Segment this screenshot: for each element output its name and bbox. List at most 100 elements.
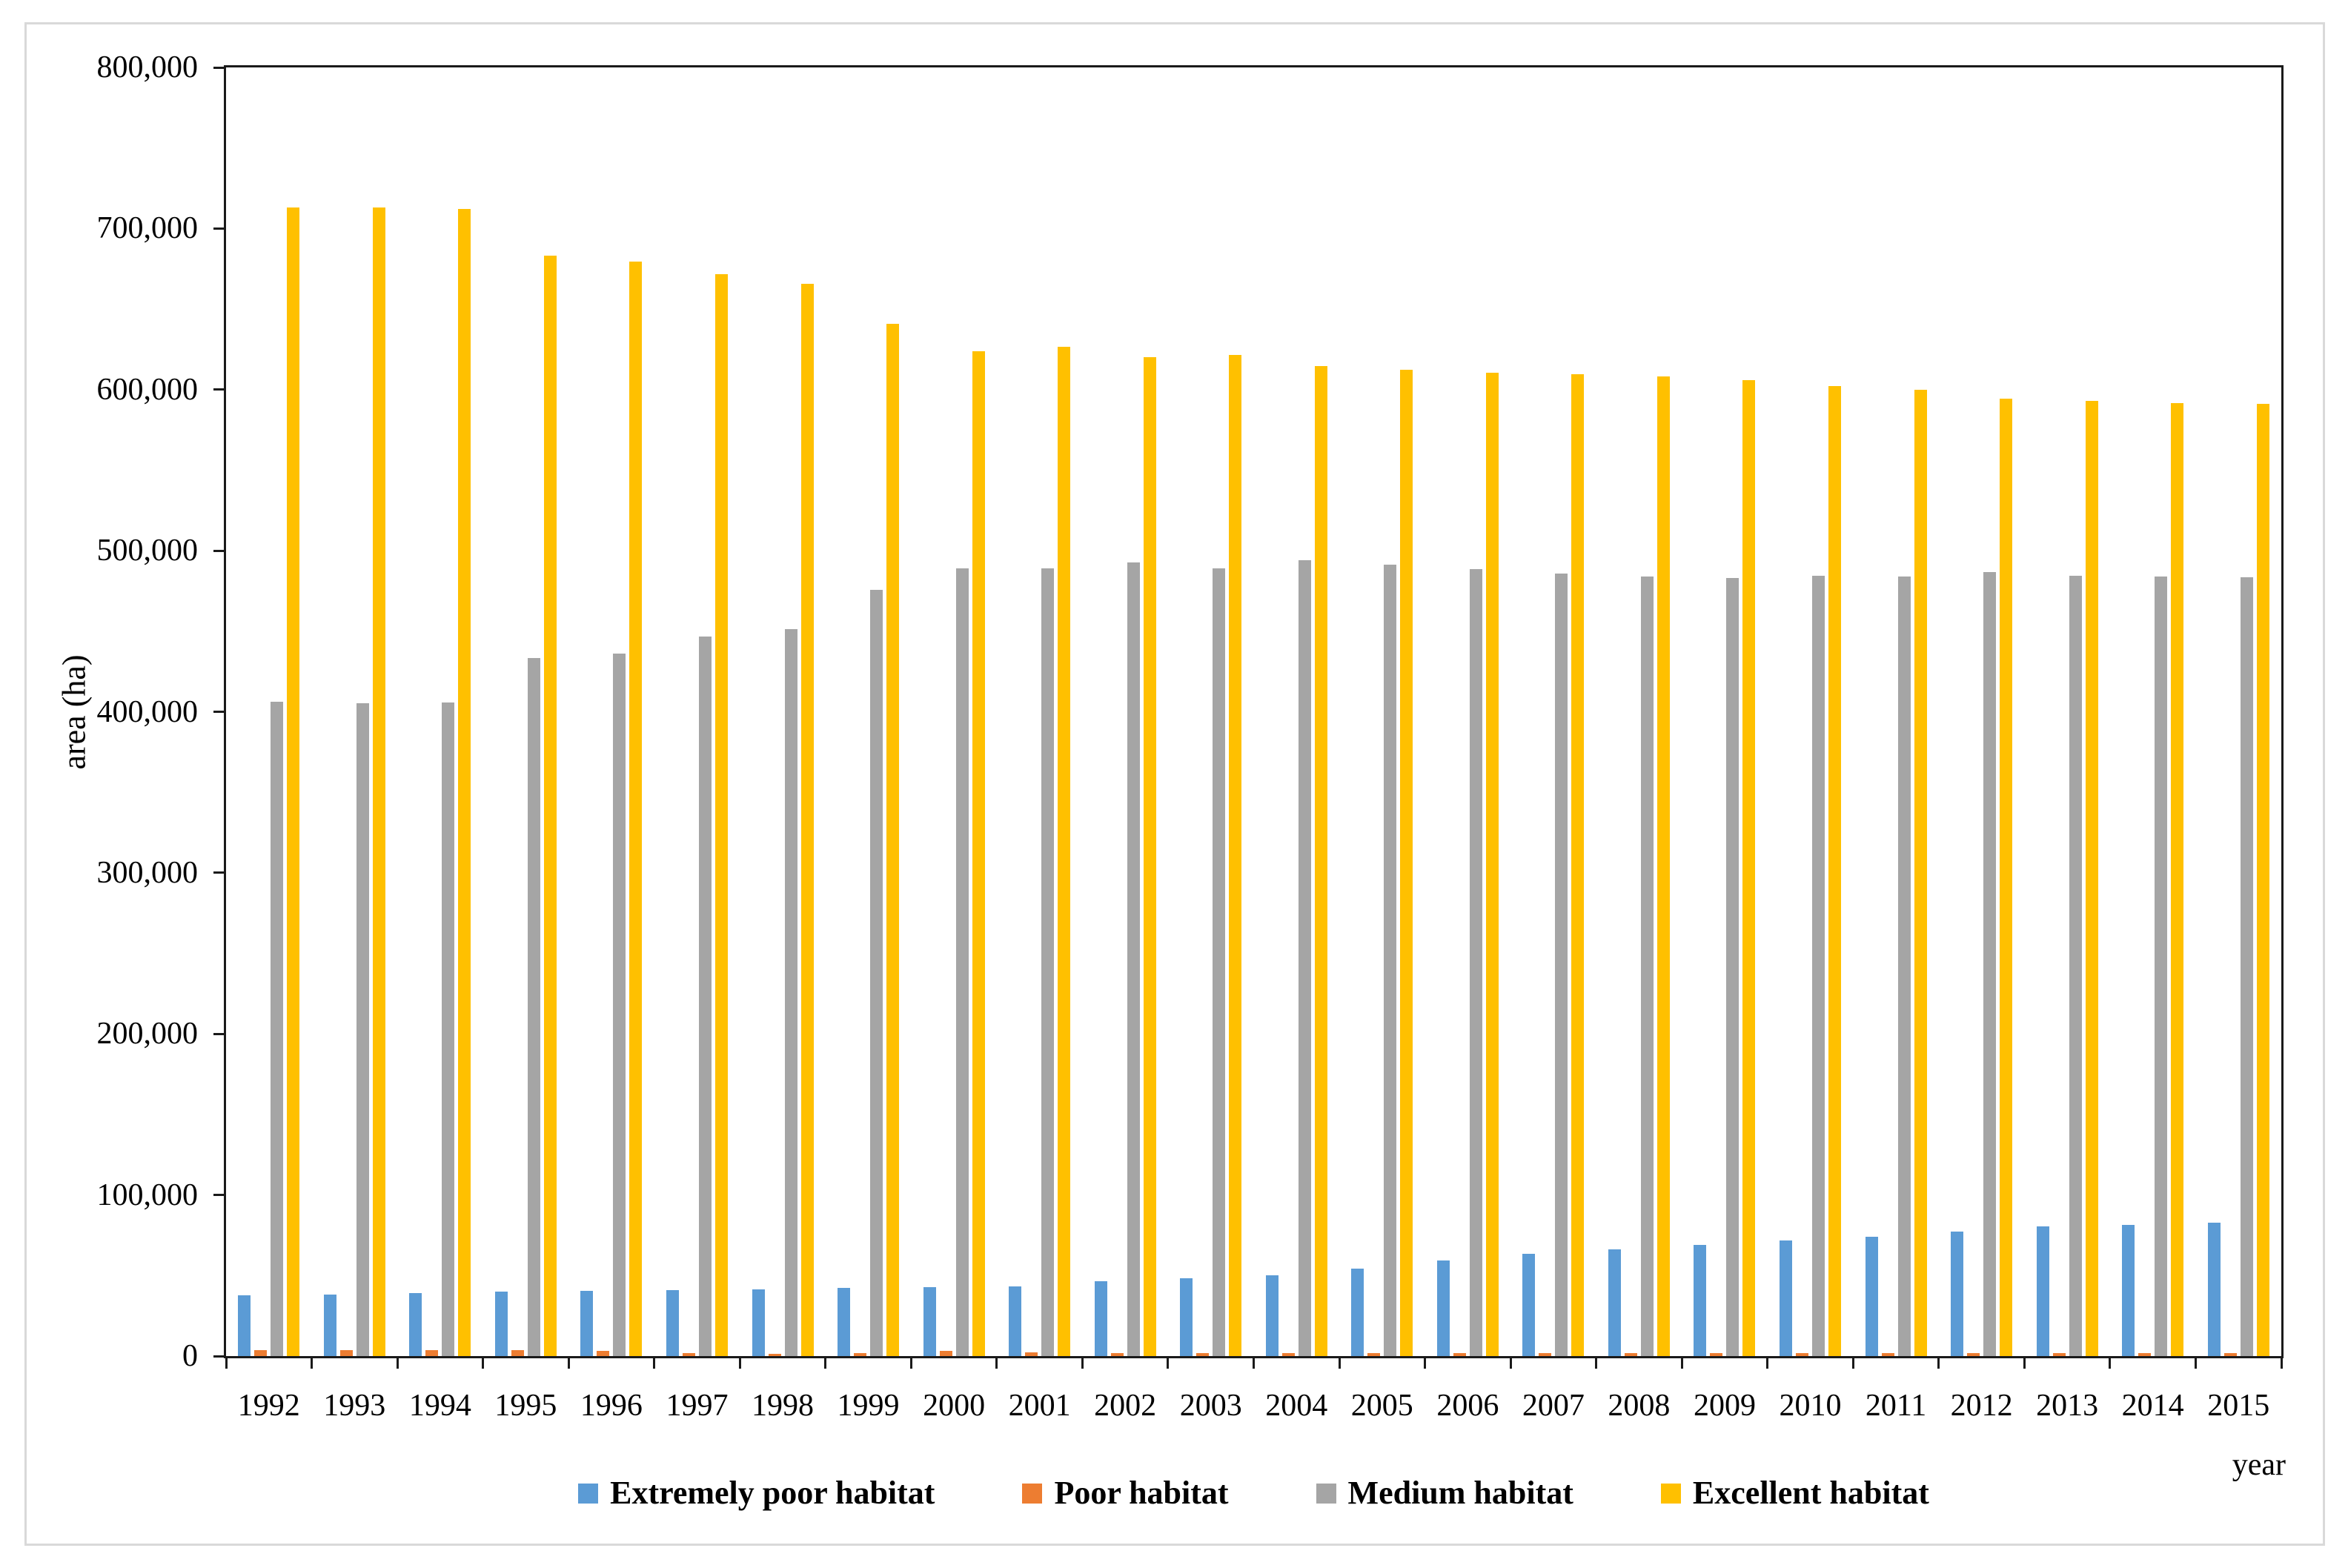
bar-excellent-habitat-2005 [1400, 369, 1413, 1356]
bar-poor-habitat-2004 [1281, 1352, 1295, 1356]
legend-swatch-medium-habitat [1316, 1483, 1336, 1504]
x-axis-tick-17 [1680, 1358, 1683, 1369]
plot-area: area (ha) year 0 100,000 200,000 300,000 400… [56, 52, 2286, 1481]
legend-swatch-extremely-poor-habitat [578, 1483, 599, 1504]
bar-poor-habitat-2007 [1539, 1353, 1552, 1356]
x-axis-label-2015: 2015 [2207, 1389, 2270, 1423]
bar-extremely-poor-habitat-2014 [2122, 1224, 2135, 1356]
bar-medium-habitat-2008 [1640, 576, 1654, 1356]
bar-medium-habitat-2015 [2240, 577, 2253, 1356]
y-axis-label-400000: 400,000 [96, 694, 199, 729]
bar-excellent-habitat-2006 [1485, 372, 1499, 1356]
y-axis-label-600000: 600,000 [96, 372, 199, 407]
x-axis-tick-9 [995, 1358, 998, 1369]
y-axis-tick-400000 [213, 711, 224, 713]
x-axis-label-1992: 1992 [237, 1389, 300, 1423]
bar-poor-habitat-2015 [2223, 1352, 2237, 1356]
bar-group-2006 [1425, 67, 1511, 1356]
x-axis-label-2009: 2009 [1693, 1389, 1756, 1423]
bar-excellent-habitat-1998 [800, 284, 814, 1356]
x-axis-label-2007: 2007 [1522, 1389, 1585, 1423]
bar-medium-habitat-1996 [613, 654, 626, 1356]
x-axis-tick-13 [1338, 1358, 1341, 1369]
legend-item-extremely-poor-habitat: Extremely poor habitat [578, 1477, 935, 1509]
x-axis-label-2008: 2008 [1608, 1389, 1671, 1423]
x-axis-tick-23 [2194, 1358, 2197, 1369]
bar-group-2004 [1254, 67, 1340, 1356]
y-axis-tick-500000 [213, 549, 224, 552]
bar-poor-habitat-1996 [597, 1350, 610, 1356]
bar-poor-habitat-2014 [2138, 1352, 2152, 1356]
bar-group-2001 [997, 67, 1083, 1356]
bar-poor-habitat-1993 [339, 1349, 353, 1356]
bar-excellent-habitat-2002 [1143, 357, 1156, 1356]
x-axis-label-2011: 2011 [1865, 1389, 1927, 1423]
x-axis-tick-2 [396, 1358, 399, 1369]
y-axis-tick-300000 [213, 871, 224, 874]
y-axis-label-0: 0 [182, 1339, 198, 1373]
bar-group-1995 [483, 67, 569, 1356]
y-axis-label-700000: 700,000 [96, 211, 199, 246]
x-axis-label-2010: 2010 [1779, 1389, 1842, 1423]
bar-poor-habitat-2011 [1881, 1353, 1894, 1356]
bar-group-2002 [1082, 67, 1168, 1356]
bar-group-2013 [2024, 67, 2110, 1356]
bar-medium-habitat-2007 [1555, 573, 1568, 1356]
bar-medium-habitat-2009 [1726, 578, 1740, 1356]
figure-frame: area (ha) year 0 100,000 200,000 300,000 400… [24, 22, 2325, 1546]
bar-group-2014 [2110, 67, 2196, 1356]
bar-excellent-habitat-2009 [1742, 379, 1756, 1356]
legend-item-medium-habitat: Medium habitat [1316, 1477, 1573, 1509]
bar-extremely-poor-habitat-2010 [1780, 1240, 1793, 1356]
x-axis-label-1993: 1993 [323, 1389, 386, 1423]
bar-poor-habitat-1999 [854, 1352, 867, 1356]
bar-poor-habitat-2013 [2052, 1352, 2066, 1356]
bar-extremely-poor-habitat-2005 [1351, 1268, 1364, 1356]
x-axis-tick-19 [1851, 1358, 1854, 1369]
x-axis-tick-3 [482, 1358, 485, 1369]
x-axis-tick-8 [909, 1358, 912, 1369]
bar-poor-habitat-2000 [939, 1351, 952, 1356]
bar-extremely-poor-habitat-2011 [1865, 1236, 1878, 1356]
bar-medium-habitat-1998 [784, 628, 797, 1356]
x-axis-tick-15 [1509, 1358, 1512, 1369]
bar-extremely-poor-habitat-1995 [494, 1292, 508, 1356]
bar-medium-habitat-1993 [356, 702, 369, 1356]
bar-extremely-poor-habitat-2013 [2036, 1226, 2049, 1356]
bar-extremely-poor-habitat-2001 [1009, 1286, 1022, 1356]
legend-label-excellent-habitat: Excellent habitat [1692, 1475, 1929, 1511]
bar-excellent-habitat-2004 [1314, 366, 1327, 1356]
x-axis-tick-0 [225, 1358, 228, 1369]
bar-group-2003 [1168, 67, 1254, 1356]
bar-poor-habitat-2003 [1196, 1352, 1210, 1356]
bar-group-1997 [654, 67, 740, 1356]
x-axis-tick-7 [824, 1358, 827, 1369]
x-axis-label-1999: 1999 [837, 1389, 900, 1423]
y-axis-title: area (ha) [56, 654, 93, 770]
y-axis-tick-100000 [213, 1194, 224, 1197]
bar-poor-habitat-2008 [1624, 1352, 1637, 1356]
bar-group-1993 [312, 67, 398, 1356]
bar-excellent-habitat-1996 [629, 261, 643, 1356]
y-axis-label-500000: 500,000 [96, 534, 199, 568]
x-axis-tick-22 [2109, 1358, 2112, 1369]
x-axis-tick-12 [1253, 1358, 1255, 1369]
x-axis-label-2000: 2000 [923, 1389, 986, 1423]
bar-medium-habitat-1995 [527, 657, 540, 1356]
bar-extremely-poor-habitat-2004 [1265, 1275, 1279, 1356]
x-axis-tick-24 [2280, 1358, 2283, 1369]
bar-medium-habitat-2001 [1041, 568, 1055, 1356]
bar-poor-habitat-1997 [682, 1352, 695, 1356]
bar-excellent-habitat-2014 [2171, 403, 2184, 1356]
bar-medium-habitat-1999 [870, 590, 883, 1356]
bar-extremely-poor-habitat-2000 [923, 1286, 936, 1356]
bar-extremely-poor-habitat-2015 [2207, 1222, 2221, 1356]
bar-extremely-poor-habitat-2002 [1094, 1280, 1107, 1356]
legend-item-excellent-habitat: Excellent habitat [1660, 1475, 1929, 1511]
bar-medium-habitat-2005 [1384, 564, 1397, 1356]
y-axis-label-300000: 300,000 [96, 855, 199, 890]
bar-poor-habitat-2012 [1967, 1352, 1980, 1356]
bar-medium-habitat-2004 [1298, 560, 1311, 1356]
x-axis-label-2006: 2006 [1436, 1389, 1499, 1423]
bar-excellent-habitat-2013 [2085, 400, 2098, 1356]
